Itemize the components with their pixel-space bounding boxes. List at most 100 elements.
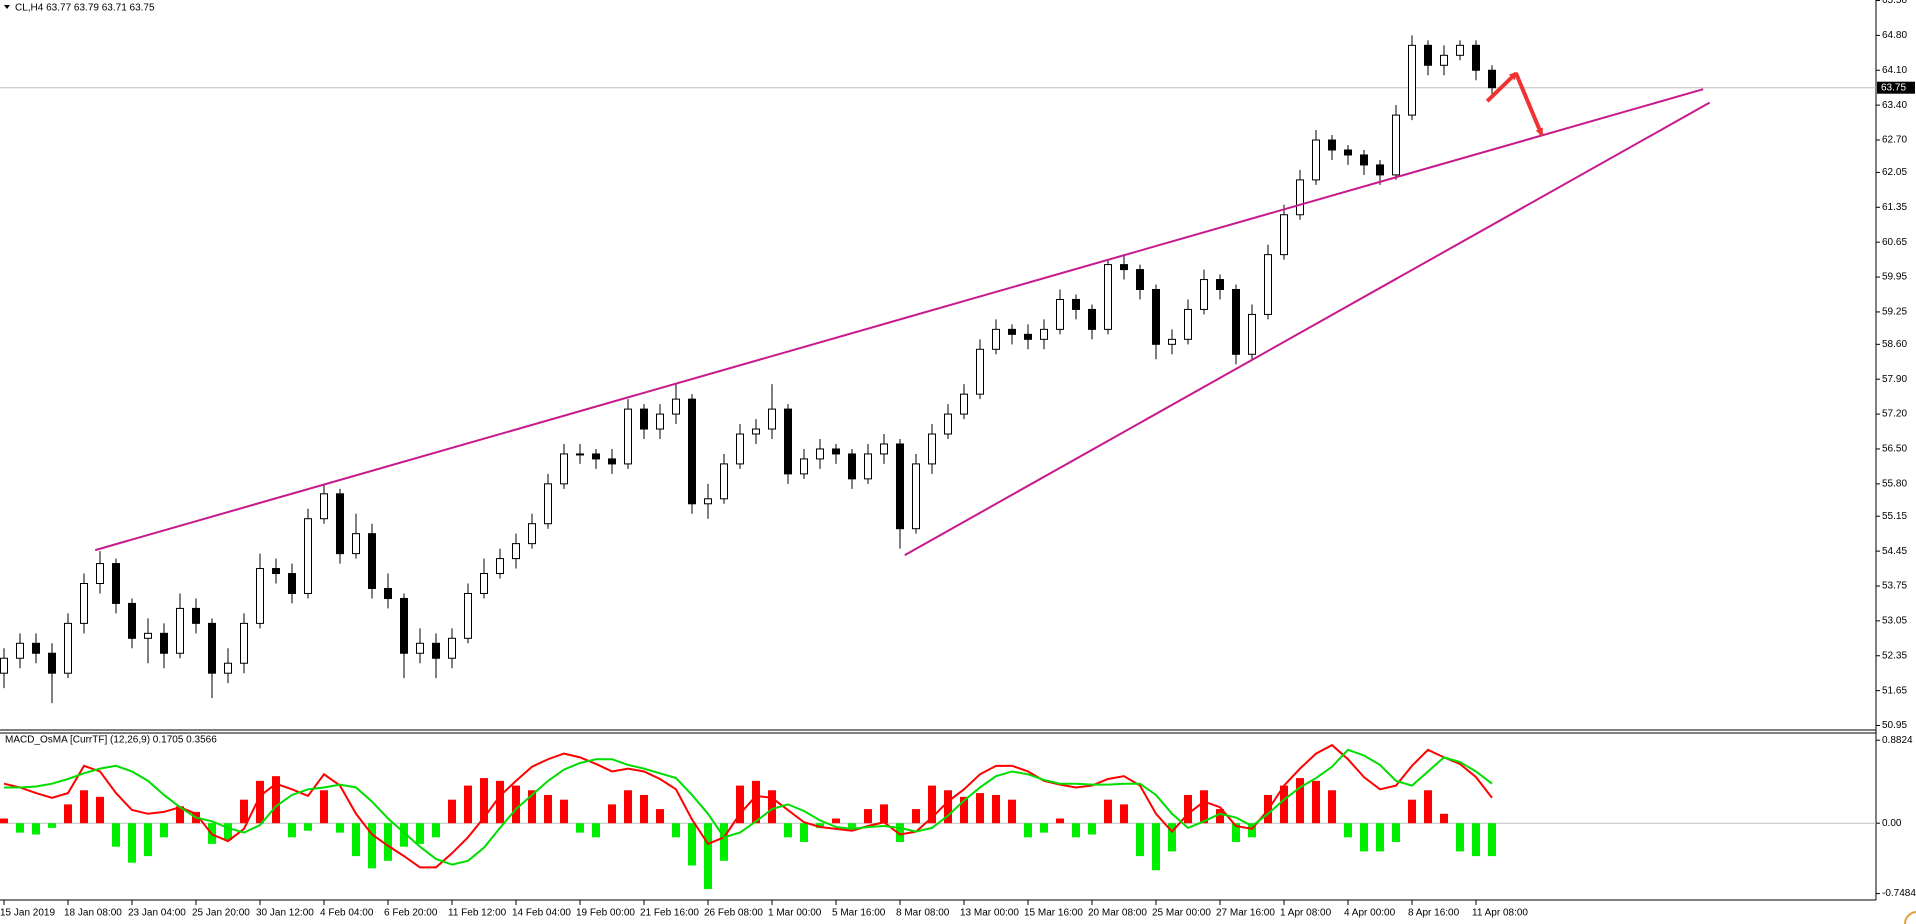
candle-body — [912, 463, 920, 530]
candle-body — [864, 453, 872, 480]
x-tick-label: 20 Mar 08:00 — [1088, 908, 1147, 919]
x-tick-label: 1 Mar 00:00 — [768, 908, 822, 919]
histogram-bar — [16, 823, 24, 833]
candle-body — [672, 398, 680, 415]
candle-body — [496, 558, 504, 575]
x-tick-label: 21 Feb 16:00 — [640, 908, 699, 919]
candle-body — [272, 568, 280, 575]
x-tick-label: 6 Feb 20:00 — [384, 908, 438, 919]
histogram-bar — [480, 778, 488, 824]
candle-body — [1040, 328, 1048, 340]
histogram-bar — [1040, 823, 1048, 833]
histogram-bar — [464, 785, 472, 824]
candle-body — [1120, 264, 1128, 271]
y-tick-label: 64.80 — [1882, 30, 1907, 41]
candle-body — [432, 642, 440, 659]
histogram-bar — [976, 793, 984, 824]
candle-body — [944, 413, 952, 435]
candle-body — [976, 348, 984, 395]
candle-body — [1376, 164, 1384, 176]
candle-body — [1248, 313, 1256, 355]
x-tick-label: 13 Mar 00:00 — [960, 908, 1019, 919]
x-tick-label: 11 Feb 12:00 — [448, 908, 507, 919]
histogram-bar — [784, 823, 792, 838]
candle-body — [512, 543, 520, 560]
candle-body — [1024, 333, 1032, 340]
histogram-bar — [1312, 780, 1320, 824]
histogram-bar — [176, 806, 184, 824]
candle-body — [816, 448, 824, 460]
candle-body — [928, 433, 936, 465]
y-tick-label: 63.40 — [1882, 100, 1907, 111]
arrow — [1485, 71, 1518, 103]
histogram-bar — [736, 785, 744, 824]
histogram-bar — [0, 818, 8, 824]
histogram-bar — [32, 823, 40, 835]
trendline — [94, 88, 1704, 552]
candle-body — [880, 443, 888, 455]
histogram-bar — [224, 823, 232, 841]
histogram-bar — [1168, 823, 1176, 852]
candle-body — [256, 568, 264, 624]
histogram-bar — [1184, 794, 1192, 824]
histogram-bar — [720, 823, 728, 861]
histogram-bar — [768, 790, 776, 824]
x-tick-label: 1 Apr 08:00 — [1280, 908, 1332, 919]
histogram-bar — [864, 809, 872, 824]
y-tick-label: 55.80 — [1882, 478, 1907, 489]
chart-title: CL,H4 63.77 63.79 63.71 63.75 — [15, 3, 155, 14]
histogram-bar — [448, 799, 456, 824]
candle-body — [48, 652, 56, 674]
candle-body — [448, 637, 456, 659]
candle-body — [784, 408, 792, 475]
x-tick-label: 19 Feb 00:00 — [576, 908, 635, 919]
histogram-bar — [368, 823, 376, 869]
candle-body — [576, 453, 584, 456]
y-tick-label: 50.95 — [1882, 720, 1907, 731]
histogram-bar — [672, 823, 680, 838]
histogram-bar — [1456, 823, 1464, 852]
candle-body — [1264, 254, 1272, 315]
candle-body — [1312, 139, 1320, 181]
histogram-bar — [1280, 785, 1288, 824]
candle-body — [176, 607, 184, 654]
histogram-bar — [960, 796, 968, 824]
histogram-bar — [608, 804, 616, 824]
histogram-bar — [432, 823, 440, 838]
histogram-bar — [528, 790, 536, 824]
histogram-bar — [560, 799, 568, 824]
indicator-line — [4, 748, 1493, 866]
y-tick-label: 57.20 — [1882, 409, 1907, 420]
candle-body — [992, 328, 1000, 350]
histogram-bar — [592, 823, 600, 838]
candle-body — [240, 622, 248, 664]
histogram-bar — [416, 823, 424, 844]
candle-body — [160, 632, 168, 654]
candle-body — [608, 458, 616, 465]
histogram-bar — [656, 809, 664, 824]
histogram-bar — [512, 785, 520, 824]
y-tick-label: 51.65 — [1882, 685, 1907, 696]
histogram-bar — [256, 780, 264, 824]
candle-body — [368, 533, 376, 589]
y-tick-label: 61.35 — [1882, 202, 1907, 213]
y-tick-label: 57.90 — [1882, 374, 1907, 385]
y-tick-label: 55.15 — [1882, 511, 1907, 522]
x-tick-label: 27 Mar 16:00 — [1216, 908, 1275, 919]
candle-body — [1408, 44, 1416, 116]
histogram-bar — [1376, 823, 1384, 852]
candle-body — [464, 592, 472, 639]
candle-body — [960, 393, 968, 415]
candle-body — [1216, 279, 1224, 291]
x-tick-label: 4 Apr 00:00 — [1344, 908, 1396, 919]
candle-body — [1424, 44, 1432, 66]
histogram-bar — [704, 823, 712, 890]
histogram-bar — [96, 796, 104, 824]
x-tick-label: 26 Feb 08:00 — [704, 908, 763, 919]
y-tick-label: 59.25 — [1882, 307, 1907, 318]
candle-body — [1136, 269, 1144, 291]
y-tick-label: 53.05 — [1882, 616, 1907, 627]
histogram-bar — [1088, 823, 1096, 835]
candle-body — [544, 483, 552, 525]
